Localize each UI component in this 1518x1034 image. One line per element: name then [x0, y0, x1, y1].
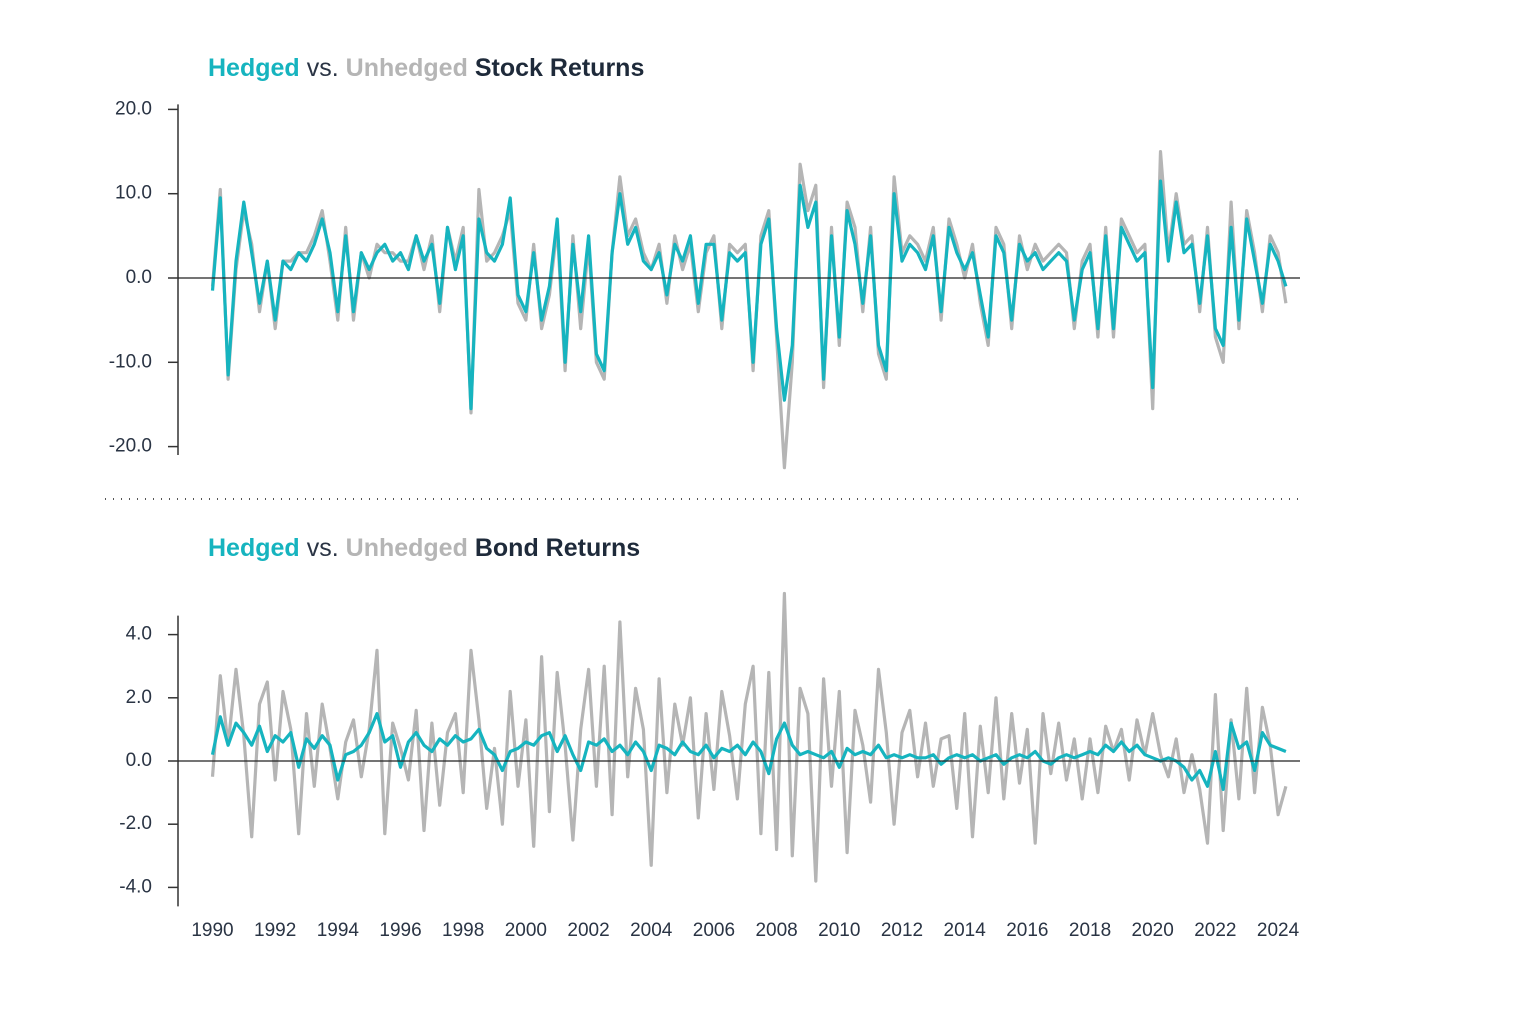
title-part: vs. [307, 534, 339, 562]
x-tick-label: 2014 [944, 920, 987, 941]
line-unhedged [210, 591, 1288, 883]
x-tick-label: 2022 [1194, 920, 1236, 941]
y-tick-label: 10.0 [115, 183, 152, 204]
y-tick-label: 4.0 [126, 624, 152, 645]
x-tick-label: 1992 [254, 920, 296, 941]
y-tick-label: 0.0 [126, 267, 152, 288]
y-tick-label: -10.0 [109, 351, 152, 372]
x-tick-label: 1998 [442, 920, 484, 941]
y-tick-label: -20.0 [109, 436, 152, 457]
x-tick-label: 2002 [567, 920, 609, 941]
y-tick-label: -4.0 [119, 876, 152, 897]
x-tick-label: 2020 [1132, 920, 1174, 941]
x-tick-label: 2012 [881, 920, 923, 941]
x-tick-label: 2000 [505, 920, 547, 941]
title-part: vs. [307, 54, 339, 82]
line-hedged [210, 712, 1287, 791]
title-part: Stock Returns [475, 54, 644, 82]
x-tick-label: 2018 [1069, 920, 1111, 941]
chart-title: Hedged vs. Unhedged Bond Returns [208, 534, 640, 562]
x-tick-label: 2016 [1006, 920, 1048, 941]
x-tick-label: 2004 [630, 920, 673, 941]
title-part: Hedged [208, 54, 300, 82]
title-part: Unhedged [346, 54, 468, 82]
x-tick-label: 2006 [693, 920, 735, 941]
title-part: Bond Returns [475, 534, 640, 562]
y-tick-label: -2.0 [119, 813, 152, 834]
x-tick-label: 1994 [317, 920, 360, 941]
x-tick-label: 1990 [191, 920, 233, 941]
x-tick-label: 1996 [379, 920, 421, 941]
y-tick-label: 20.0 [115, 98, 152, 119]
x-tick-label: 2010 [818, 920, 860, 941]
x-tick-label: 2024 [1257, 920, 1300, 941]
title-part: Hedged [208, 534, 300, 562]
line-hedged [210, 179, 1288, 411]
chart-title: Hedged vs. Unhedged Stock Returns [208, 54, 644, 82]
x-tick-label: 2008 [755, 920, 797, 941]
y-tick-label: 0.0 [126, 750, 152, 771]
title-part: Unhedged [346, 534, 468, 562]
y-tick-label: 2.0 [126, 687, 152, 708]
